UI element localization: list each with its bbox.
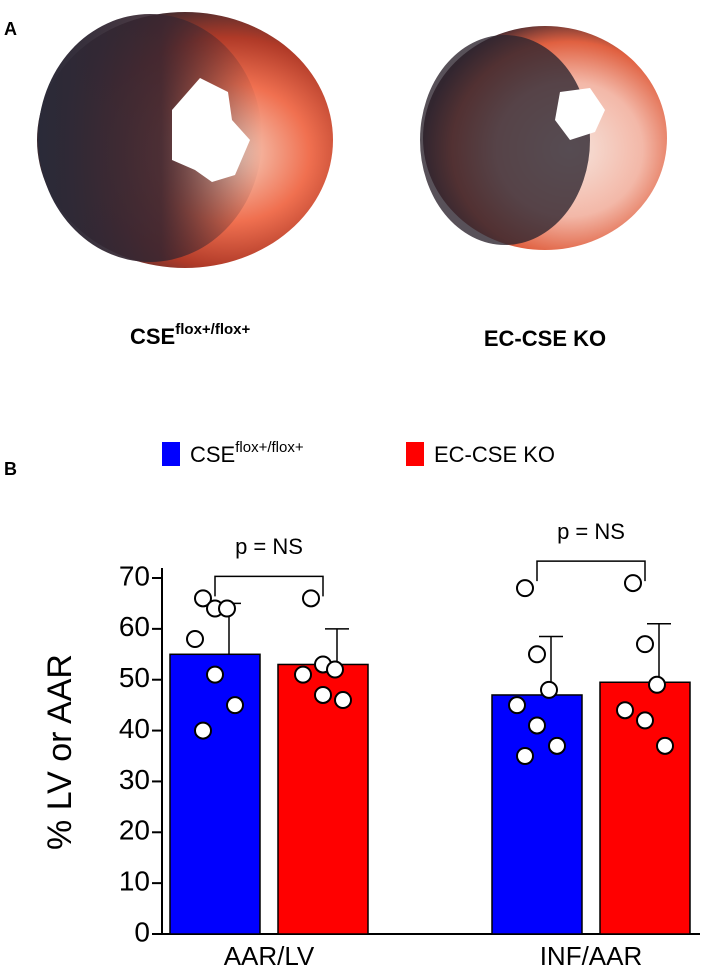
- data-point: [528, 645, 546, 664]
- image-caption: CSEflox+/flox+: [130, 321, 251, 349]
- data-point: [206, 665, 224, 684]
- legend-swatch: [406, 442, 424, 466]
- data-point: [528, 716, 546, 735]
- x-tick-label: INF/AAR: [540, 941, 643, 971]
- data-point: [186, 630, 204, 649]
- data-point: [194, 589, 212, 608]
- significance-bracket: [214, 575, 324, 597]
- data-point: [516, 747, 534, 765]
- data-point: [326, 660, 344, 679]
- data-point: [636, 711, 654, 730]
- panel-label: B: [4, 459, 17, 479]
- legend-label: EC-CSE KO: [434, 442, 555, 467]
- y-tick-label: 60: [119, 611, 150, 642]
- bar: [277, 663, 369, 935]
- y-tick-label: 70: [119, 560, 150, 591]
- data-point: [294, 665, 312, 684]
- image-caption: EC-CSE KO: [484, 326, 606, 351]
- data-point: [624, 574, 642, 593]
- data-point: [302, 589, 320, 608]
- data-point: [516, 579, 534, 598]
- y-axis-title: % LV or AAR: [41, 654, 79, 850]
- legend-superscript: flox+/flox+: [235, 439, 304, 456]
- caption-superscript: flox+/flox+: [175, 321, 250, 338]
- data-point: [616, 701, 634, 720]
- data-point: [194, 721, 212, 740]
- bar: [491, 694, 583, 935]
- x-tick-label: AAR/LV: [224, 941, 315, 971]
- data-point: [540, 680, 558, 699]
- data-point: [648, 675, 666, 694]
- caption-text: CSE: [130, 324, 175, 349]
- legend-label: CSEflox+/flox+: [190, 439, 304, 467]
- y-tick-label: 40: [119, 713, 150, 744]
- legend-text: EC-CSE KO: [434, 442, 555, 467]
- data-point: [636, 635, 654, 654]
- data-point: [548, 736, 566, 755]
- significance-bracket: [536, 560, 646, 582]
- data-point: [656, 736, 674, 755]
- y-tick-label: 20: [119, 815, 150, 846]
- data-point: [218, 599, 236, 618]
- y-tick-label: 0: [134, 916, 150, 947]
- legend-text: CSE: [190, 442, 235, 467]
- y-tick-label: 50: [119, 662, 150, 693]
- data-point: [226, 696, 244, 715]
- legend-swatch: [162, 442, 180, 466]
- data-point: [334, 691, 352, 710]
- y-tick-label: 10: [119, 866, 150, 897]
- bar: [169, 653, 261, 935]
- annotation: p = NS: [557, 519, 625, 544]
- annotation: p = NS: [235, 534, 303, 559]
- heart-image: [420, 26, 667, 250]
- panel-label: A: [4, 19, 17, 39]
- data-point: [314, 685, 332, 704]
- y-tick-label: 30: [119, 764, 150, 795]
- data-point: [508, 696, 526, 715]
- heart-image: [37, 12, 333, 268]
